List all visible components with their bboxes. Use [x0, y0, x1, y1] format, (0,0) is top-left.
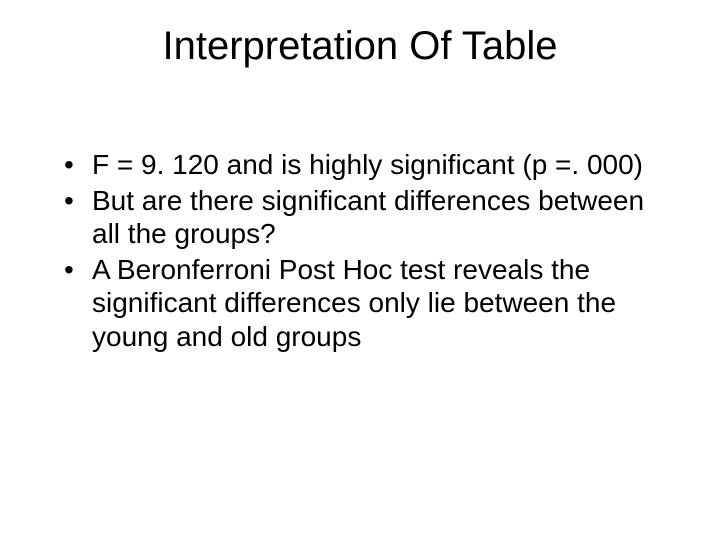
- list-item: A Beronferroni Post Hoc test reveals the…: [58, 253, 660, 354]
- list-item: F = 9. 120 and is highly significant (p …: [58, 148, 660, 182]
- slide: Interpretation Of Table F = 9. 120 and i…: [0, 0, 720, 540]
- list-item: But are there significant differences be…: [58, 184, 660, 251]
- slide-body: F = 9. 120 and is highly significant (p …: [58, 148, 660, 356]
- slide-title: Interpretation Of Table: [0, 24, 720, 69]
- bullet-list: F = 9. 120 and is highly significant (p …: [58, 148, 660, 354]
